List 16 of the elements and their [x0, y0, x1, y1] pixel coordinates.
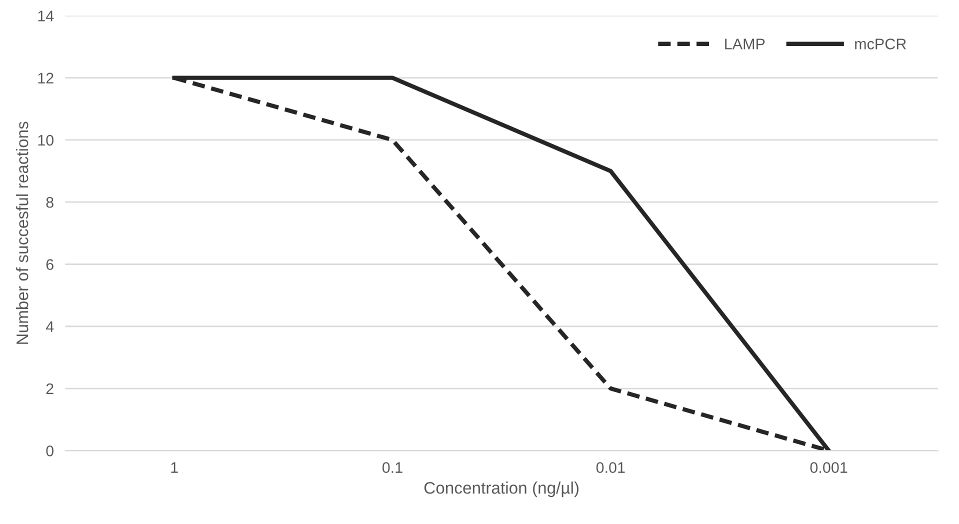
y-tick-label: 6	[46, 259, 54, 270]
y-tick-label: 14	[38, 10, 54, 22]
y-tick-label: 10	[38, 134, 54, 146]
legend-label: mcPCR	[855, 38, 906, 50]
y-tick-label: 0	[46, 446, 54, 456]
x-tick-label: 0.01	[596, 462, 625, 473]
y-tick-label: 2	[46, 383, 54, 394]
y-tick-label: 12	[38, 72, 54, 84]
y-tick-label: 4	[46, 321, 54, 332]
x-tick-label: 1	[171, 462, 178, 473]
x-tick-label: 0.001	[810, 462, 848, 473]
legend-label: LAMP	[725, 38, 765, 50]
x-axis-title: Concentration (ng/µl)	[424, 482, 579, 498]
x-tick-label: 0.1	[382, 462, 402, 473]
y-axis-title: Number of succesful reactions	[16, 122, 28, 344]
y-tick-label: 8	[46, 196, 54, 208]
